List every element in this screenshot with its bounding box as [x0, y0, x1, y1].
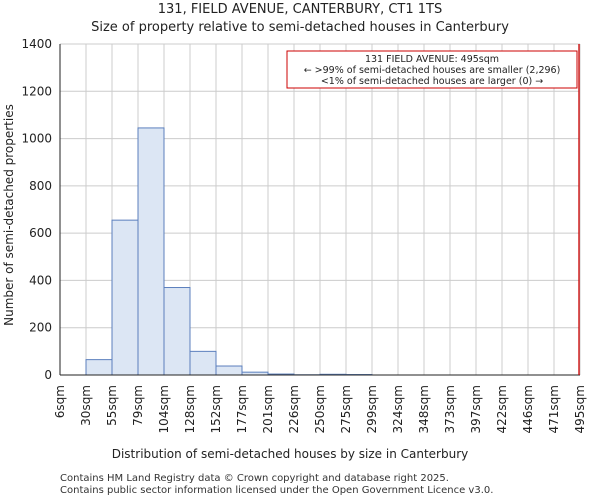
grid: [59, 43, 581, 376]
x-tick-label: 422sqm: [495, 385, 509, 433]
x-tick-label: 201sqm: [261, 385, 275, 433]
y-tick-label: 1000: [21, 132, 52, 146]
annotation-line: 131 FIELD AVENUE: 495sqm: [365, 54, 499, 65]
axes: 0 200 400 600 800 1000 1200 1400 6sqm 30sqm 55sqm 7…: [21, 37, 587, 433]
x-tick-label: 250sqm: [313, 385, 327, 433]
x-tick-label: 324sqm: [391, 385, 405, 433]
bars: [85, 127, 373, 376]
x-tick-label: 30sqm: [79, 385, 93, 426]
bar: [189, 350, 217, 376]
bar: [111, 219, 139, 376]
y-tick-label: 800: [29, 179, 52, 193]
footer-copyright: Contains HM Land Registry data © Crown c…: [60, 473, 449, 484]
y-tick-label: 400: [29, 273, 52, 287]
x-tick-label: 348sqm: [417, 385, 431, 433]
x-tick-label: 6sqm: [53, 385, 67, 418]
x-tick-label: 495sqm: [573, 385, 587, 433]
marker: 131 FIELD AVENUE: 495sqm← >99% of semi-d…: [286, 44, 580, 375]
annotation-line: <1% of semi-detached houses are larger (…: [321, 76, 543, 87]
x-tick-label: 177sqm: [235, 385, 249, 433]
y-tick-label: 1200: [21, 84, 52, 98]
annotation-line: ← >99% of semi-detached houses are small…: [304, 65, 561, 76]
x-tick-label: 397sqm: [469, 385, 483, 433]
bar: [137, 127, 165, 376]
x-tick-label: 471sqm: [547, 385, 561, 433]
x-tick-label: 152sqm: [209, 385, 223, 433]
footer-licence: Contains public sector information licen…: [60, 485, 494, 496]
chart-subtitle: Size of property relative to semi-detach…: [91, 20, 509, 35]
x-tick-label: 104sqm: [157, 385, 171, 433]
x-tick-label: 128sqm: [183, 385, 197, 433]
annotation-box: [286, 50, 578, 89]
y-tick-label: 600: [29, 226, 52, 240]
bar: [163, 287, 191, 376]
x-tick-label: 446sqm: [521, 385, 535, 433]
y-tick-label: 0: [44, 368, 52, 382]
y-tick-label: 200: [29, 321, 52, 335]
x-tick-label: 55sqm: [105, 385, 119, 426]
chart-title: 131, FIELD AVENUE, CANTERBURY, CT1 1TS: [157, 2, 443, 17]
x-tick-label: 79sqm: [131, 385, 145, 426]
bar: [85, 359, 113, 376]
x-tick-label: 299sqm: [365, 385, 379, 433]
y-axis-label: Number of semi-detached properties: [2, 104, 16, 326]
x-tick-label: 373sqm: [443, 385, 457, 433]
x-axis-label: Distribution of semi-detached houses by …: [112, 447, 469, 461]
y-tick-label: 1400: [21, 37, 52, 51]
x-tick-label: 226sqm: [287, 385, 301, 433]
bar: [215, 365, 243, 376]
x-tick-label: 275sqm: [339, 385, 353, 433]
